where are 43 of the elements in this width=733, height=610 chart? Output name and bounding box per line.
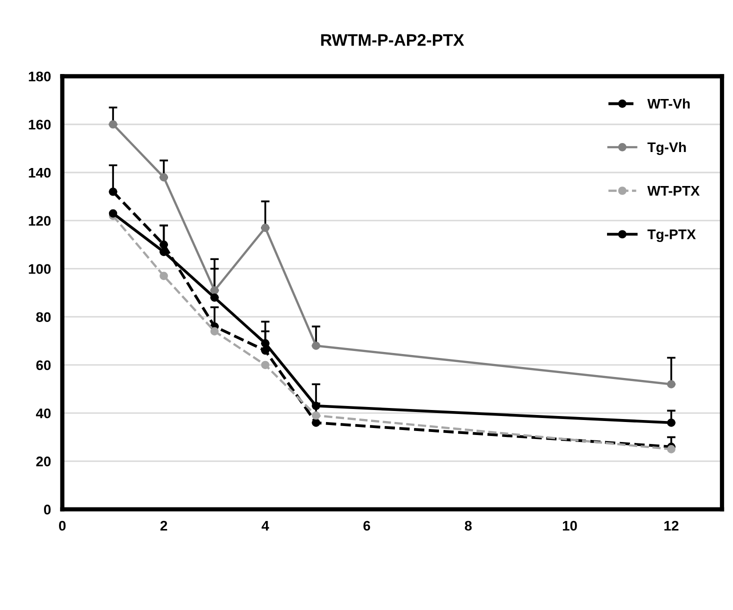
x-tick-label: 4 bbox=[262, 520, 270, 531]
point bbox=[261, 224, 270, 232]
point bbox=[667, 445, 676, 454]
point bbox=[160, 240, 168, 249]
y-tick-label: 180 bbox=[28, 72, 51, 82]
point bbox=[108, 209, 118, 218]
legend-label: WT-PTX bbox=[647, 186, 700, 196]
y-tick-label: 80 bbox=[36, 312, 51, 322]
legend-label: Tg-PTX bbox=[647, 230, 696, 242]
y-tick-label: 60 bbox=[36, 360, 51, 370]
point bbox=[210, 286, 219, 295]
legend-label: Tg-Vh bbox=[647, 142, 686, 155]
y-tick-label: 120 bbox=[28, 216, 51, 226]
x-tick-label: 10 bbox=[562, 520, 577, 531]
point bbox=[210, 327, 219, 336]
point bbox=[312, 402, 320, 410]
point bbox=[160, 173, 168, 182]
point bbox=[210, 293, 219, 302]
chart-title: RWTM-P-AP2-PTX bbox=[321, 34, 464, 46]
point bbox=[160, 248, 168, 256]
x-tick-label: 8 bbox=[464, 520, 472, 531]
legend-label: WT-Vh bbox=[647, 98, 690, 109]
y-tick-label: 0 bbox=[44, 504, 51, 515]
y-tick-label: 140 bbox=[28, 168, 51, 178]
point bbox=[108, 188, 118, 196]
x-tick-label: 2 bbox=[160, 520, 168, 531]
point bbox=[312, 342, 320, 350]
y-tick-label: 20 bbox=[36, 456, 51, 466]
y-tick-label: 40 bbox=[36, 408, 51, 418]
y-tick-label: 100 bbox=[28, 264, 51, 274]
point bbox=[108, 120, 118, 129]
point bbox=[667, 380, 676, 388]
x-tick-label: 6 bbox=[363, 520, 370, 531]
point bbox=[160, 272, 168, 280]
y-tick-label: 160 bbox=[28, 120, 51, 130]
point bbox=[261, 339, 270, 348]
x-tick-label: 12 bbox=[664, 520, 678, 531]
point bbox=[261, 360, 270, 370]
x-tick-label: 0 bbox=[58, 520, 66, 531]
point bbox=[261, 346, 270, 355]
point bbox=[667, 418, 676, 427]
point bbox=[312, 411, 320, 420]
point bbox=[312, 418, 320, 427]
